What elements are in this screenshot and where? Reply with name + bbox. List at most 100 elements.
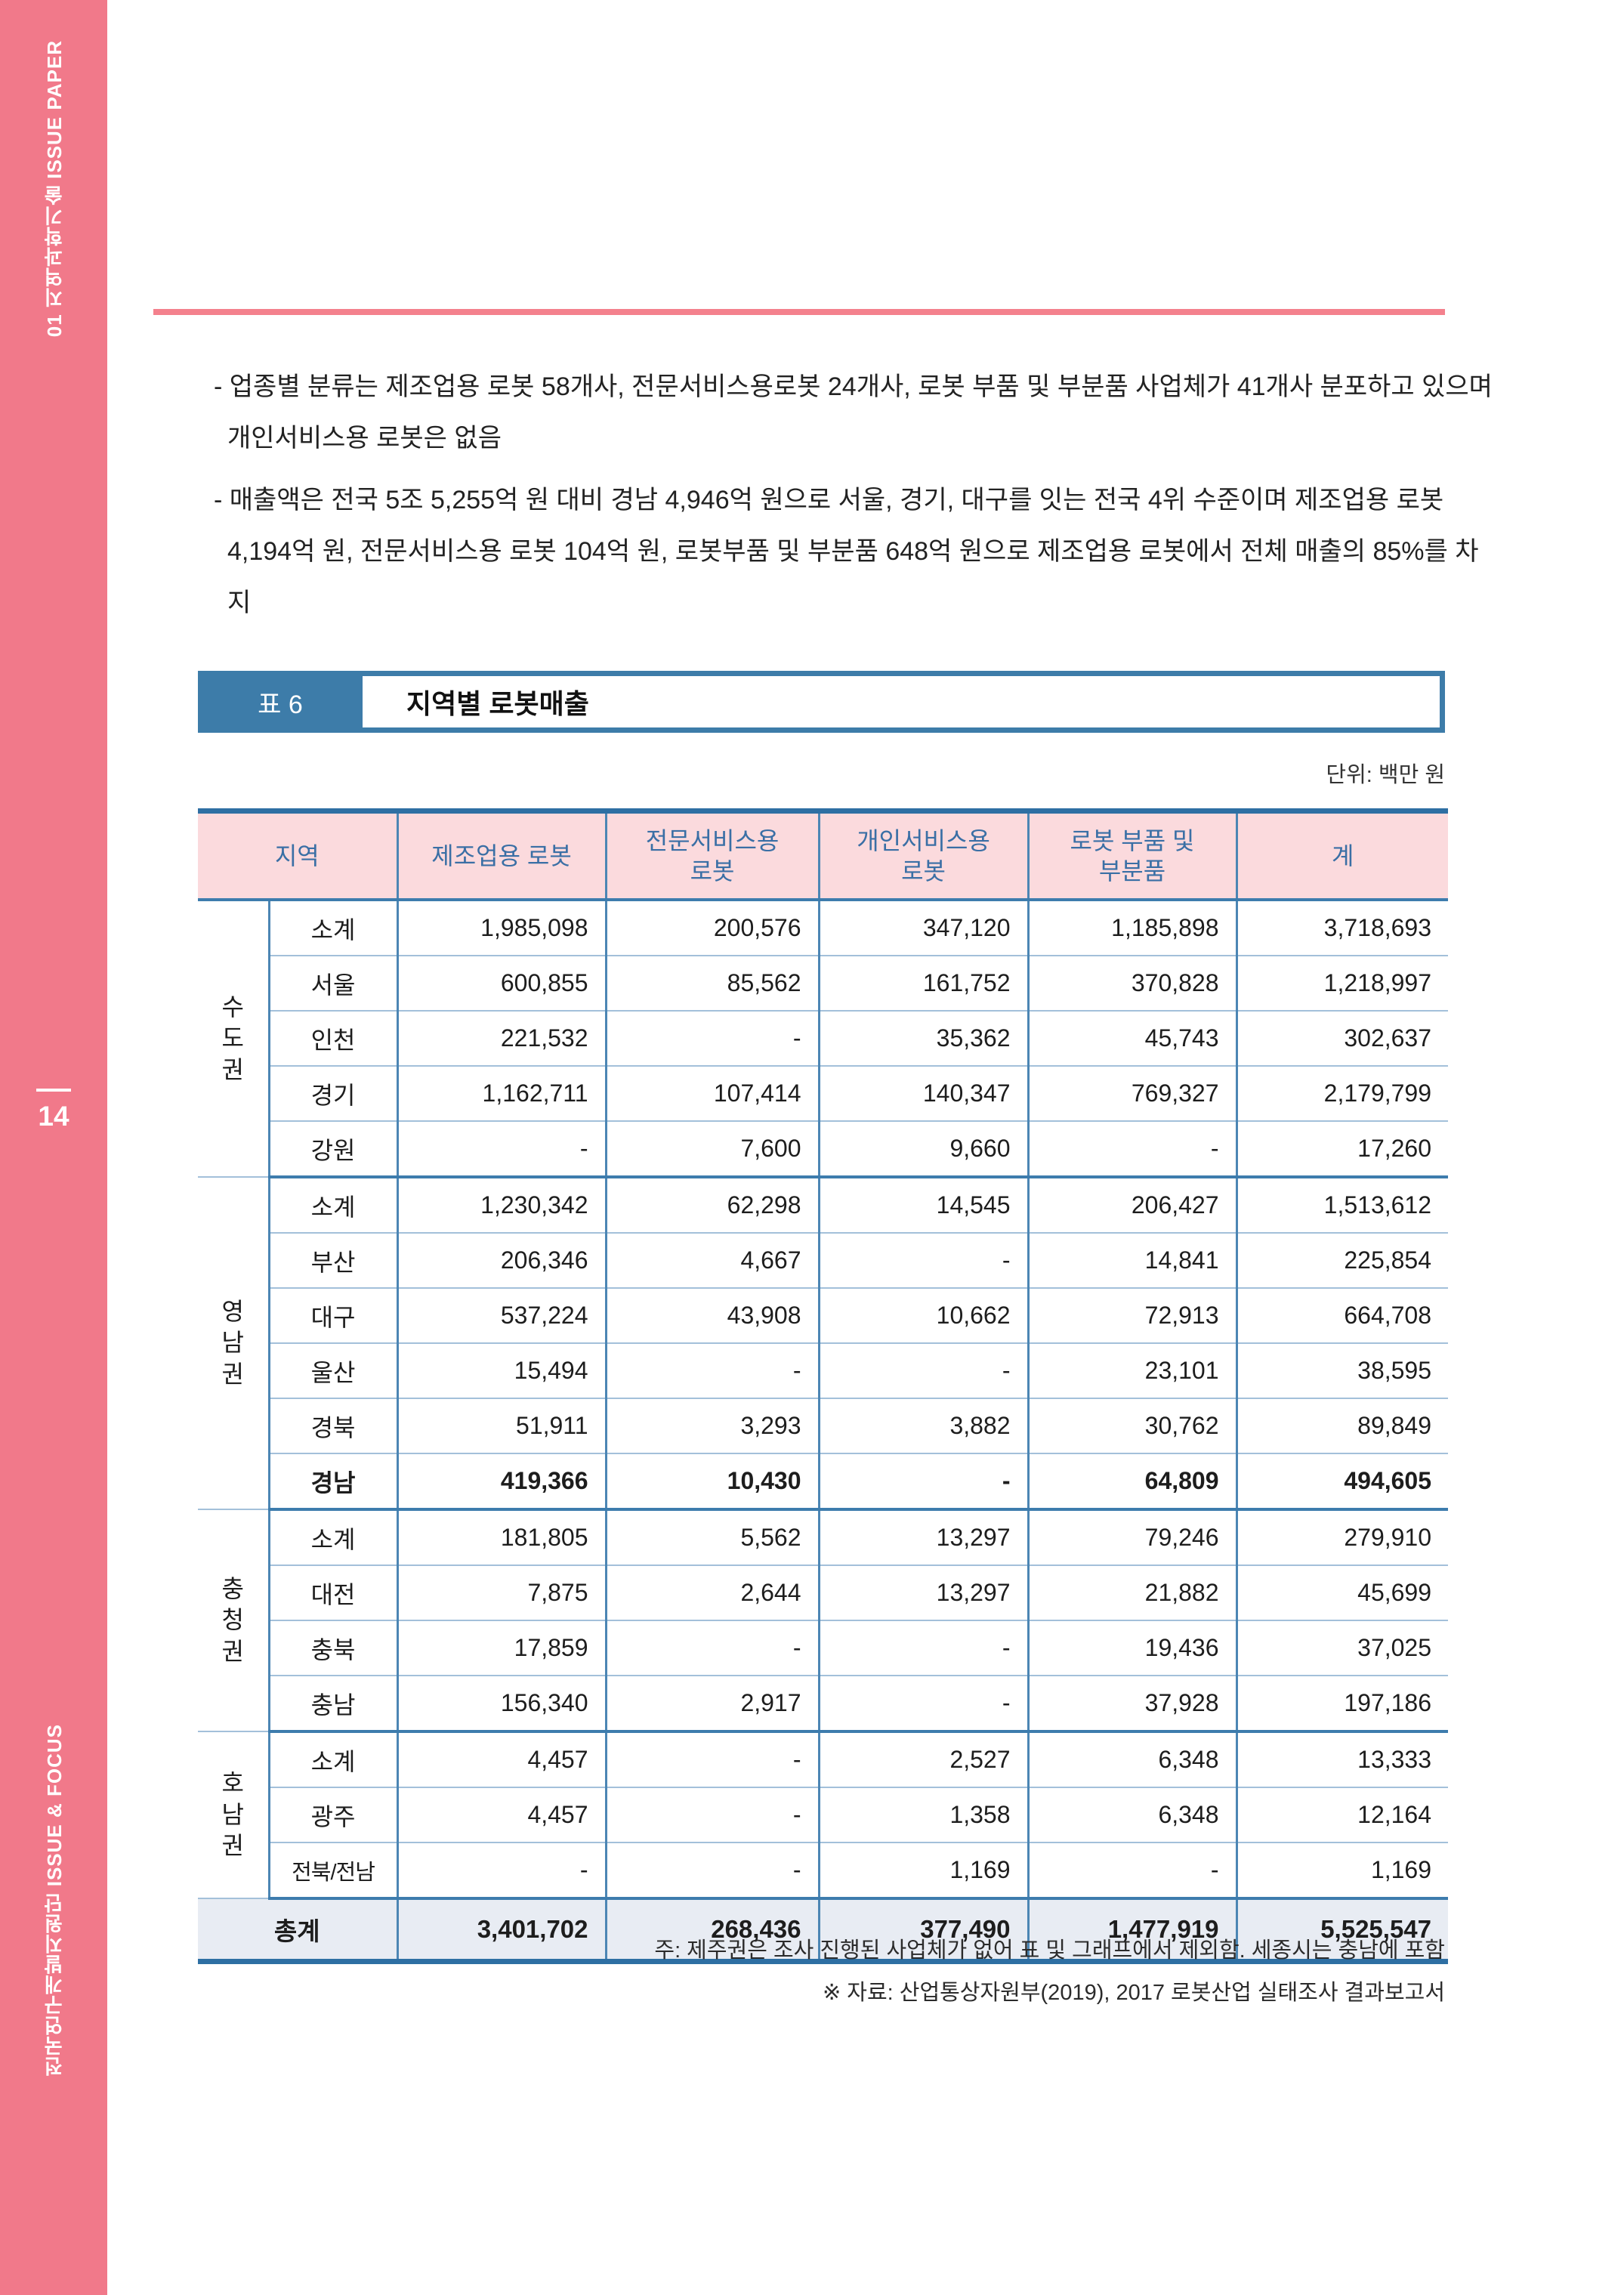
value-cell: - bbox=[604, 1731, 820, 1788]
value-cell: 15,494 bbox=[396, 1343, 607, 1399]
sidebar-bottom-caption: 전국연구개발지원단 ISSUE & FOCUS bbox=[42, 1723, 66, 2077]
region-label: 전북/전남 bbox=[267, 1842, 398, 1900]
value-cell: 3,293 bbox=[604, 1398, 820, 1454]
value-cell: 221,532 bbox=[396, 1011, 607, 1067]
value-cell: 62,298 bbox=[604, 1177, 820, 1234]
value-cell: 2,179,799 bbox=[1235, 1066, 1449, 1122]
value-cell: 79,246 bbox=[1027, 1509, 1237, 1566]
value-cell: 12,164 bbox=[1235, 1787, 1449, 1843]
table-row: 울산 15,494- -23,101 38,595 bbox=[198, 1343, 1449, 1399]
value-cell: 197,186 bbox=[1235, 1676, 1449, 1733]
table-row: 대전 7,875 2,644 13,297 21,882 45,699 bbox=[198, 1565, 1449, 1621]
region-label: 소계 bbox=[267, 1731, 398, 1788]
table-row: 서울 600,855 85,562 161,752 370,828 1,218,997 bbox=[198, 956, 1449, 1012]
col-header-region: 지역 bbox=[198, 811, 398, 901]
value-cell: 347,120 bbox=[817, 900, 1029, 956]
table-row: 전북/전남 - -1,169-1,169 bbox=[198, 1842, 1449, 1900]
table-header: 지역 제조업용 로봇 전문서비스용 로봇 개인서비스용 로봇 로봇 부품 및 부… bbox=[198, 811, 1449, 901]
value-cell: - bbox=[817, 1343, 1029, 1399]
value-cell: 4,457 bbox=[396, 1731, 607, 1788]
table-row: 경북 51,911 3,293 3,882 30,762 89,849 bbox=[198, 1398, 1449, 1454]
region-label: 강원 bbox=[267, 1121, 398, 1178]
table-row: 충남 156,340 2,917-37,928 197,186 bbox=[198, 1676, 1449, 1733]
value-cell: - bbox=[396, 1842, 607, 1900]
value-cell: - bbox=[1027, 1121, 1237, 1178]
value-cell: 51,911 bbox=[396, 1398, 607, 1454]
value-cell: 1,358 bbox=[817, 1787, 1029, 1843]
value-cell: 3,882 bbox=[817, 1398, 1029, 1454]
value-cell: 107,414 bbox=[604, 1066, 820, 1122]
value-cell: - bbox=[604, 1620, 820, 1676]
region-group-label: 수 도 권 bbox=[198, 900, 270, 1178]
value-cell: 7,600 bbox=[604, 1121, 820, 1178]
value-cell: - bbox=[604, 1011, 820, 1067]
table-number-label: 표 6 bbox=[258, 690, 303, 719]
value-cell: 1,185,898 bbox=[1027, 900, 1237, 956]
region-label: 경남 bbox=[267, 1453, 398, 1511]
value-cell: 7,875 bbox=[396, 1565, 607, 1621]
value-cell: 664,708 bbox=[1235, 1288, 1449, 1344]
value-cell: 206,427 bbox=[1027, 1177, 1237, 1234]
value-cell: 89,849 bbox=[1235, 1398, 1449, 1454]
region-label: 인천 bbox=[267, 1011, 398, 1067]
value-cell: - bbox=[817, 1676, 1029, 1733]
value-cell: 13,297 bbox=[817, 1565, 1029, 1621]
value-cell: 1,162,711 bbox=[396, 1066, 607, 1122]
value-cell: 35,362 bbox=[817, 1011, 1029, 1067]
region-label: 소계 bbox=[267, 1177, 398, 1234]
value-cell: 10,430 bbox=[604, 1453, 820, 1511]
value-cell: 1,169 bbox=[817, 1842, 1029, 1900]
region-label: 경기 bbox=[267, 1066, 398, 1122]
value-cell: 4,667 bbox=[604, 1233, 820, 1289]
grand-total-value: 1,477,919 bbox=[1027, 1898, 1237, 1962]
sidebar-top-caption: 01 지역과학기술 ISSUE PAPER bbox=[42, 40, 66, 338]
value-cell: 17,859 bbox=[396, 1620, 607, 1676]
value-cell: 206,346 bbox=[396, 1233, 607, 1289]
value-cell: 200,576 bbox=[604, 900, 820, 956]
value-cell: 45,743 bbox=[1027, 1011, 1237, 1067]
table-title: 지역별 로봇매출 bbox=[363, 676, 1440, 727]
table-row: 부산 206,346 4,667-14,841 225,854 bbox=[198, 1233, 1449, 1289]
value-cell: - bbox=[1027, 1842, 1237, 1900]
region-label: 소계 bbox=[267, 1509, 398, 1566]
table-row: 충 청 권 소계 181,805 5,562 13,297 79,246 279,910 bbox=[198, 1509, 1449, 1732]
value-cell: - bbox=[817, 1233, 1029, 1289]
table-footnote: 주: 제주권은 조사 진행된 사업체가 없어 표 및 그래프에서 제외함. 세종… bbox=[654, 1938, 1445, 1963]
value-cell: 17,260 bbox=[1235, 1121, 1449, 1178]
value-cell: 2,527 bbox=[817, 1731, 1029, 1788]
value-cell: - bbox=[396, 1121, 607, 1178]
value-cell: - bbox=[817, 1453, 1029, 1511]
value-cell: 37,025 bbox=[1235, 1620, 1449, 1676]
value-cell: 23,101 bbox=[1027, 1343, 1237, 1399]
table-row: 경기 1,162,711 107,414 140,347 769,327 2,179,79… bbox=[198, 1066, 1449, 1122]
region-label: 충남 bbox=[267, 1676, 398, 1733]
table-row: 인천 221,532-35,362 45,743 302,637 bbox=[198, 1011, 1449, 1067]
sidebar-top-caption-wrap: 01 지역과학기술 ISSUE PAPER bbox=[0, 40, 107, 337]
value-cell: - bbox=[604, 1343, 820, 1399]
table-row: 경남 419,366 10,430-64,809 494,605 bbox=[198, 1453, 1449, 1511]
value-cell: 2,917 bbox=[604, 1676, 820, 1733]
table-row: 강원 -7,600 9,660-17,260 bbox=[198, 1121, 1449, 1178]
table-row: 대구 537,224 43,908 10,662 72,913 664,708 bbox=[198, 1288, 1449, 1344]
value-cell: 37,928 bbox=[1027, 1676, 1237, 1733]
value-cell: 38,595 bbox=[1235, 1343, 1449, 1399]
value-cell: 181,805 bbox=[396, 1509, 607, 1566]
table-row: 충북 17,859- -19,436 37,025 bbox=[198, 1620, 1449, 1676]
value-cell: 72,913 bbox=[1027, 1288, 1237, 1344]
region-label: 충북 bbox=[267, 1620, 398, 1676]
value-cell: 21,882 bbox=[1027, 1565, 1237, 1621]
value-cell: 1,230,342 bbox=[396, 1177, 607, 1234]
col-header-professional-service-robot: 전문서비스용 로봇 bbox=[604, 811, 820, 901]
value-cell: 161,752 bbox=[817, 956, 1029, 1012]
value-cell: 769,327 bbox=[1027, 1066, 1237, 1122]
grand-total-value: 268,436 bbox=[604, 1898, 820, 1962]
table-footer: 총계 3,401,702 268,436 377,490 1,477,919 5… bbox=[198, 1898, 1449, 1962]
region-label: 서울 bbox=[267, 956, 398, 1012]
col-header-personal-service-robot: 개인서비스용 로봇 bbox=[817, 811, 1029, 901]
bullet-item: - 매출액은 전국 5조 5,255억 원 대비 경남 4,946억 원으로 서… bbox=[214, 486, 1479, 617]
col-header-robot-parts: 로봇 부품 및 부분품 bbox=[1027, 811, 1237, 901]
table-row: 영 남 권 소계 1,230,342 62,298 14,545 206,427 1,513… bbox=[198, 1177, 1449, 1510]
value-cell: 140,347 bbox=[817, 1066, 1029, 1122]
region-label: 소계 bbox=[267, 900, 398, 956]
sidebar bbox=[0, 0, 107, 2295]
